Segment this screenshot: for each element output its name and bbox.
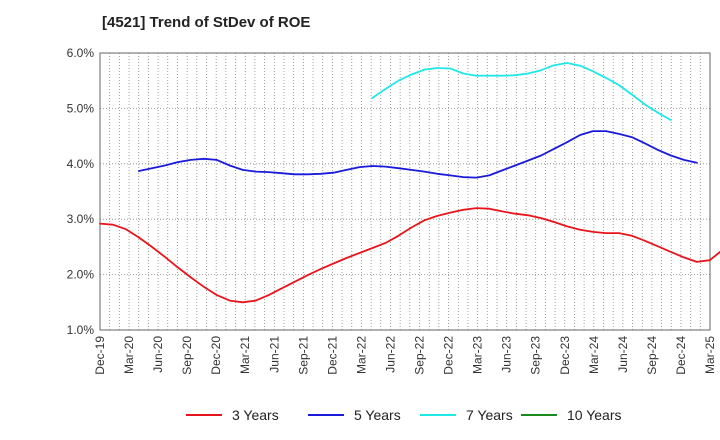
legend-item-10-years: 10 Years [521,404,622,426]
legend-item-3-years: 3 Years [186,404,279,426]
x-tick-label: Mar-21 [238,336,252,374]
chart-title: [4521] Trend of StDev of ROE [102,14,311,31]
legend-swatch [186,414,222,416]
legend-swatch [308,414,344,416]
legend-label: 7 Years [466,407,513,423]
legend-swatch [420,414,456,416]
x-tick-label: Jun-22 [383,336,397,373]
x-tick-label: Sep-20 [180,336,194,375]
y-axis-ticks: 1.0% 2.0% 3.0% 4.0% 5.0% 6.0% [67,46,95,337]
y-tick-label: 4.0% [67,157,95,171]
x-tick-label: Sep-23 [529,336,543,375]
plot-frame [99,52,711,331]
x-tick-label: Dec-19 [93,336,107,375]
series-line-3-years [99,207,720,304]
legend-item-5-years: 5 Years [308,404,401,426]
x-tick-label: Mar-20 [122,336,136,374]
legend-label: 10 Years [567,407,622,423]
grid-layer [100,53,710,330]
x-tick-label: Sep-24 [645,336,659,375]
legend-label: 5 Years [354,407,401,423]
x-tick-label: Sep-22 [413,336,427,375]
y-tick-label: 6.0% [67,46,95,60]
legend-item-7-years: 7 Years [420,404,513,426]
x-tick-label: Dec-21 [325,336,339,375]
x-tick-label: Jun-20 [151,336,165,373]
x-tick-label: Dec-22 [442,336,456,375]
x-tick-label: Mar-24 [587,336,601,374]
legend: 3 Years 5 Years 7 Years 10 Years [0,404,720,426]
x-tick-label: Sep-21 [296,336,310,375]
x-tick-label: Jun-21 [267,336,281,373]
series-layer [99,62,720,304]
y-tick-label: 5.0% [67,101,95,115]
y-tick-label: 3.0% [67,212,95,226]
x-tick-label: Dec-20 [209,336,223,375]
x-tick-label: Jun-23 [500,336,514,373]
x-tick-label: Dec-23 [558,336,572,375]
legend-label: 3 Years [232,407,279,423]
series-line-5-years [138,130,698,179]
y-tick-label: 1.0% [67,323,95,337]
x-tick-label: Mar-23 [471,336,485,374]
x-tick-label: Mar-25 [703,336,717,374]
y-tick-label: 2.0% [67,268,95,282]
x-tick-label: Jun-24 [616,336,630,373]
legend-swatch [521,414,557,416]
x-axis-ticks: Dec-19 Mar-20 Jun-20 Sep-20 Dec-20 Mar-21 Jun-… [93,336,717,375]
x-tick-label: Dec-24 [674,336,688,375]
series-line-7-years [371,62,672,121]
x-tick-label: Mar-22 [354,336,368,374]
